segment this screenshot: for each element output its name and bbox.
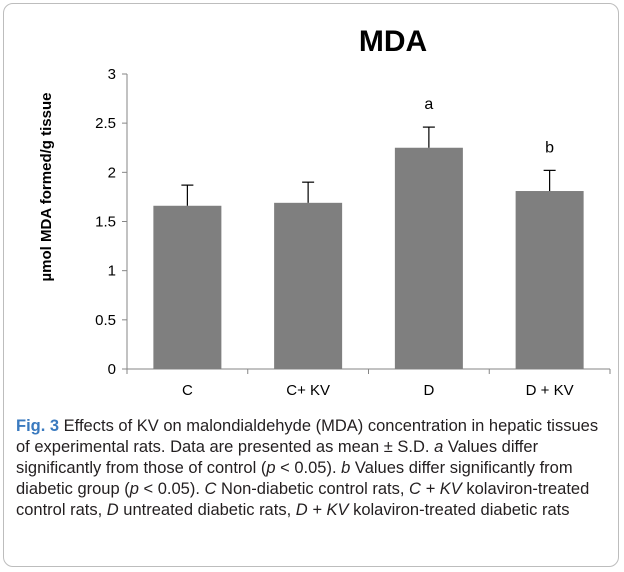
caption-italic-segment: C + KV <box>409 480 462 498</box>
y-tick-label: 2.5 <box>95 115 116 132</box>
x-tick-label: C <box>182 382 193 399</box>
caption-segment: kolaviron-treated control rats, <box>16 480 590 519</box>
x-tick-label: C+ KV <box>286 382 330 399</box>
caption-italic-segment: a <box>434 438 444 456</box>
figure-label: Fig. 3 <box>16 417 60 435</box>
caption-italic-segment: p <box>129 480 139 498</box>
significance-label: a <box>424 96 433 113</box>
figure-caption: Fig. 3 Effects of KV on malondialdehyde … <box>16 416 611 521</box>
caption-segment: Non-diabetic control rats, <box>216 480 410 498</box>
x-tick-label: D <box>423 382 434 399</box>
bar <box>153 205 222 369</box>
caption-segment: < 0.05). <box>275 459 342 477</box>
caption-italic-segment: b <box>341 459 351 477</box>
y-tick-label: 1.5 <box>95 214 116 231</box>
y-tick-label: 0.5 <box>95 312 116 329</box>
caption-segment: Values differ significantly from diabeti… <box>16 459 573 498</box>
y-tick-label: 3 <box>108 66 116 83</box>
bar <box>394 147 463 369</box>
error-bars <box>181 126 556 206</box>
caption-text: Effects of KV on malondialdehyde (MDA) c… <box>16 417 598 519</box>
y-tick-label: 1 <box>108 263 116 280</box>
caption-italic-segment: C <box>204 480 217 498</box>
bars <box>153 147 584 369</box>
chart-title: MDA <box>359 25 427 58</box>
caption-segment: < 0.05). <box>138 480 205 498</box>
y-tick-label: 0 <box>108 361 116 378</box>
caption-segment: kolaviron-treated diabetic rats <box>348 501 570 519</box>
caption-segment: Effects of KV on malondialdehyde (MDA) c… <box>16 417 599 456</box>
caption-italic-segment: p <box>266 459 276 477</box>
x-ticks: C C+ KV D D + KV <box>126 369 611 399</box>
caption-italic-segment: D <box>106 501 119 519</box>
significance-annotations: ab <box>424 96 554 156</box>
bar <box>274 202 343 369</box>
significance-label: b <box>545 139 554 156</box>
caption-segment: Values differ significantly from those o… <box>16 438 539 477</box>
caption-italic-segment: D + KV <box>295 501 349 519</box>
y-axis-label: µmol MDA formed/g tissue <box>38 93 55 282</box>
bar <box>515 191 584 369</box>
caption-segment: untreated diabetic rats, <box>118 501 296 519</box>
x-tick-label: D + KV <box>526 382 574 399</box>
y-ticks: 0 0.5 1 1.5 2 2.5 3 <box>95 66 127 378</box>
y-tick-label: 2 <box>108 164 116 181</box>
bar-chart: MDA µmol MDA formed/g tissue 0 0.5 1 1.5 2 2.… <box>38 25 611 399</box>
figure-frame: MDA µmol MDA formed/g tissue 0 0.5 1 1.5 2 2.… <box>3 3 619 567</box>
